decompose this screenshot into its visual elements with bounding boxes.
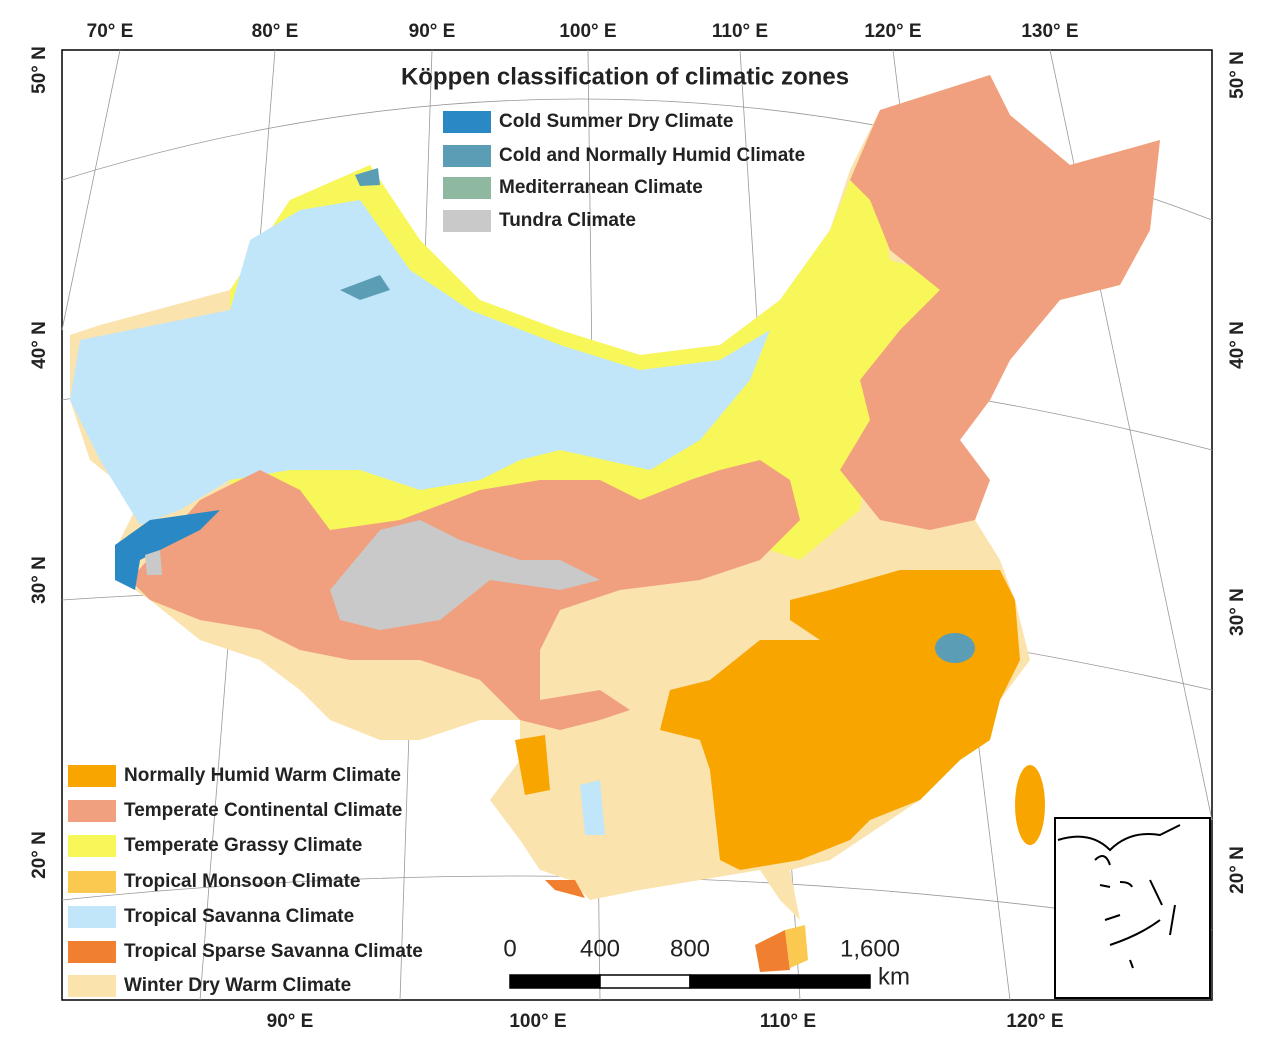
longitude-label: 90° E bbox=[267, 1011, 314, 1032]
region bbox=[545, 880, 585, 898]
scale-label: 1,600 bbox=[840, 935, 900, 962]
legend: Normally Humid Warm Climate Temperate Con… bbox=[68, 765, 423, 997]
legend-label: Temperate Continental Climate bbox=[124, 800, 402, 821]
legend-swatch bbox=[443, 145, 491, 167]
latitude-label: 40° N bbox=[29, 321, 50, 369]
legend-label: Cold and Normally Humid Climate bbox=[499, 145, 805, 166]
legend-swatch bbox=[68, 765, 116, 787]
region bbox=[355, 168, 380, 186]
legend-label: Tropical Sparse Savanna Climate bbox=[124, 941, 423, 962]
legend-label: Tropical Savanna Climate bbox=[124, 906, 354, 927]
region bbox=[660, 570, 1020, 870]
legend-label: Tundra Climate bbox=[499, 210, 636, 231]
legend-label: Temperate Grassy Climate bbox=[124, 835, 362, 856]
legend-swatch bbox=[68, 835, 116, 857]
latitude-label: 30° N bbox=[29, 556, 50, 604]
longitude-label: 100° E bbox=[509, 1011, 566, 1032]
scale-label: 800 bbox=[670, 935, 710, 962]
legend-label: Winter Dry Warm Climate bbox=[124, 975, 351, 996]
inset-map bbox=[1054, 817, 1211, 999]
longitude-label: 120° E bbox=[864, 21, 921, 42]
region bbox=[70, 200, 770, 525]
map-title: Köppen classification of climatic zones bbox=[401, 63, 849, 90]
longitude-label: 120° E bbox=[1006, 1011, 1063, 1032]
inset-frame bbox=[1054, 817, 1211, 999]
scale-segment bbox=[599, 974, 691, 989]
legend-swatch bbox=[68, 800, 116, 822]
latitude-label: 20° N bbox=[29, 831, 50, 879]
scale-unit: km bbox=[878, 963, 910, 990]
graticule-labels: 70° E 80° E 90° E 100° E 110° E 120° E 130° E 9… bbox=[29, 21, 1248, 1032]
latitude-label: 50° N bbox=[1227, 51, 1248, 99]
legend-swatch bbox=[443, 111, 491, 133]
region bbox=[785, 925, 808, 968]
region bbox=[330, 520, 600, 630]
inset-outline bbox=[1057, 824, 1181, 969]
scale-label: 400 bbox=[580, 935, 620, 962]
scale-label: 0 bbox=[503, 935, 516, 962]
region bbox=[1015, 765, 1045, 845]
scale-segment bbox=[689, 974, 871, 989]
climate-regions bbox=[70, 75, 1160, 972]
legend-label: Tropical Monsoon Climate bbox=[124, 871, 360, 892]
longitude-label: 130° E bbox=[1021, 21, 1078, 42]
legend-swatch bbox=[68, 975, 116, 997]
region bbox=[935, 633, 975, 663]
legend-swatch bbox=[68, 906, 116, 928]
longitude-label: 110° E bbox=[712, 21, 768, 42]
latitude-label: 40° N bbox=[1227, 321, 1248, 369]
region bbox=[515, 735, 550, 795]
longitude-label: 110° E bbox=[760, 1011, 816, 1032]
longitude-label: 80° E bbox=[252, 21, 299, 42]
legend-label: Normally Humid Warm Climate bbox=[124, 765, 401, 786]
longitude-label: 70° E bbox=[87, 21, 134, 42]
region bbox=[840, 75, 1160, 530]
longitude-label: 90° E bbox=[409, 21, 456, 42]
latitude-label: 50° N bbox=[29, 46, 50, 94]
longitude-label: 100° E bbox=[559, 21, 616, 42]
region bbox=[145, 550, 162, 575]
legend-label: Cold Summer Dry Climate bbox=[499, 111, 733, 132]
legend-swatch bbox=[443, 210, 491, 232]
legend: Cold Summer Dry Climate Cold and Normally… bbox=[443, 111, 805, 232]
region bbox=[580, 780, 605, 835]
region bbox=[340, 275, 390, 300]
latitude-label: 30° N bbox=[1227, 588, 1248, 636]
region bbox=[755, 930, 790, 972]
legend-swatch bbox=[68, 941, 116, 963]
scale-segment bbox=[509, 974, 601, 989]
legend-swatch bbox=[443, 177, 491, 199]
legend-swatch bbox=[68, 871, 116, 893]
latitude-label: 20° N bbox=[1227, 846, 1248, 894]
legend-label: Mediterranean Climate bbox=[499, 177, 703, 198]
region bbox=[115, 510, 220, 590]
